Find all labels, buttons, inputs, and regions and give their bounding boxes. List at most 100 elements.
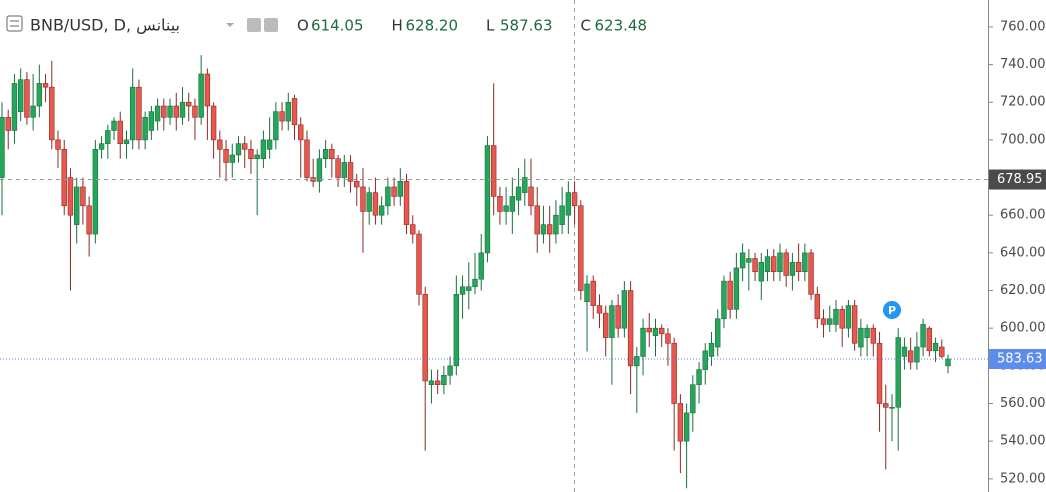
- candle-body: [690, 384, 696, 414]
- candle-body: [696, 369, 702, 385]
- candle-body: [702, 350, 708, 370]
- candle-body: [447, 365, 453, 376]
- candle-body: [914, 346, 920, 363]
- last-price-label: 583.63: [997, 352, 1043, 367]
- candle-body: [889, 406, 895, 409]
- candle-body: [441, 374, 447, 385]
- crosshair-price-tag: [989, 169, 1046, 190]
- candle-body: [522, 177, 528, 193]
- candle-body: [646, 327, 652, 333]
- legend-value: 623.48: [595, 17, 648, 35]
- candle-body: [715, 318, 721, 348]
- candle-body: [808, 252, 814, 295]
- candle-body: [42, 83, 49, 88]
- candle-body: [136, 86, 142, 141]
- y-tick-label: 600.00: [1000, 321, 1046, 336]
- eye-icon[interactable]: [247, 18, 261, 32]
- candle-body: [553, 214, 559, 235]
- crosshair-price-label: 678.95: [997, 172, 1043, 187]
- candle-body: [204, 73, 211, 107]
- candle-body: [901, 346, 908, 357]
- candle-body: [472, 278, 478, 288]
- candle-body: [304, 139, 310, 178]
- candle-body: [627, 290, 634, 367]
- candle-body: [416, 233, 422, 295]
- candle-body: [845, 305, 852, 329]
- candle-body: [167, 105, 173, 118]
- candle-body: [484, 145, 491, 254]
- candle-body: [316, 158, 323, 182]
- candle-body: [17, 79, 24, 112]
- candle-body: [864, 327, 870, 338]
- candle-body: [322, 149, 329, 160]
- y-tick-label: 760.00: [1000, 19, 1046, 34]
- candle-body: [596, 305, 603, 314]
- candle-body: [659, 327, 665, 335]
- candle-body: [67, 177, 74, 216]
- candle-body: [758, 261, 764, 282]
- candle-body: [434, 380, 441, 385]
- candle-body: [771, 256, 777, 273]
- candle-body: [609, 305, 615, 338]
- candle-body: [590, 280, 596, 306]
- candle-body: [86, 205, 92, 235]
- candle-body: [161, 105, 167, 118]
- candle-body: [279, 111, 285, 122]
- dropdown-caret[interactable]: [226, 23, 234, 27]
- legend-value: 587.63: [500, 17, 553, 35]
- candle-body: [895, 337, 901, 408]
- y-tick-label: 700.00: [1000, 132, 1046, 147]
- candle-body: [478, 252, 484, 280]
- candle-body: [329, 149, 335, 160]
- candle-body: [708, 342, 715, 357]
- candle-body: [266, 139, 273, 150]
- candle-body: [403, 181, 410, 225]
- candle-body: [677, 403, 684, 442]
- event-marker-label: P: [888, 304, 896, 317]
- collapse-icon[interactable]: [6, 15, 23, 32]
- candle-body: [752, 258, 758, 273]
- symbol-title: BNB/USD, D, بينانس: [30, 16, 180, 36]
- candle-body: [528, 186, 534, 207]
- candle-body: [571, 192, 578, 207]
- candle-body: [839, 309, 845, 329]
- y-tick-label: 520.00: [1000, 471, 1046, 486]
- candle-body: [671, 342, 677, 404]
- candle-body: [466, 286, 472, 291]
- candle-body: [148, 111, 155, 131]
- candle-body: [932, 342, 939, 352]
- candle-body: [179, 101, 186, 118]
- candle-body: [378, 205, 385, 216]
- candle-body: [36, 83, 43, 107]
- candle-body: [285, 101, 291, 122]
- candle-body: [858, 327, 864, 348]
- candle-body: [235, 143, 242, 156]
- candle-body: [154, 105, 161, 122]
- candle-body: [254, 154, 260, 160]
- candle-body: [385, 186, 391, 207]
- settings-icon[interactable]: [264, 18, 278, 32]
- candle-body: [546, 224, 553, 235]
- candle-body: [428, 380, 435, 385]
- candle-body: [453, 293, 460, 367]
- candle-body: [30, 105, 36, 118]
- candle-body: [55, 139, 61, 150]
- candle-body: [366, 192, 372, 212]
- candle-body: [721, 280, 727, 320]
- candle-body: [80, 186, 86, 207]
- candle-body: [534, 205, 540, 235]
- candle-body: [242, 143, 248, 150]
- y-tick-label: 660.00: [1000, 208, 1046, 223]
- candle-body: [273, 111, 279, 141]
- candle-body: [229, 154, 235, 163]
- candle-body: [777, 252, 783, 273]
- candle-body: [210, 105, 217, 141]
- candle-body: [92, 149, 99, 235]
- candle-body: [540, 224, 547, 235]
- candle-body: [173, 105, 179, 118]
- candle-body: [360, 186, 366, 212]
- candle-body: [248, 149, 254, 160]
- legend-key: O: [297, 17, 309, 35]
- candle-body: [739, 252, 746, 269]
- candle-body: [876, 342, 883, 404]
